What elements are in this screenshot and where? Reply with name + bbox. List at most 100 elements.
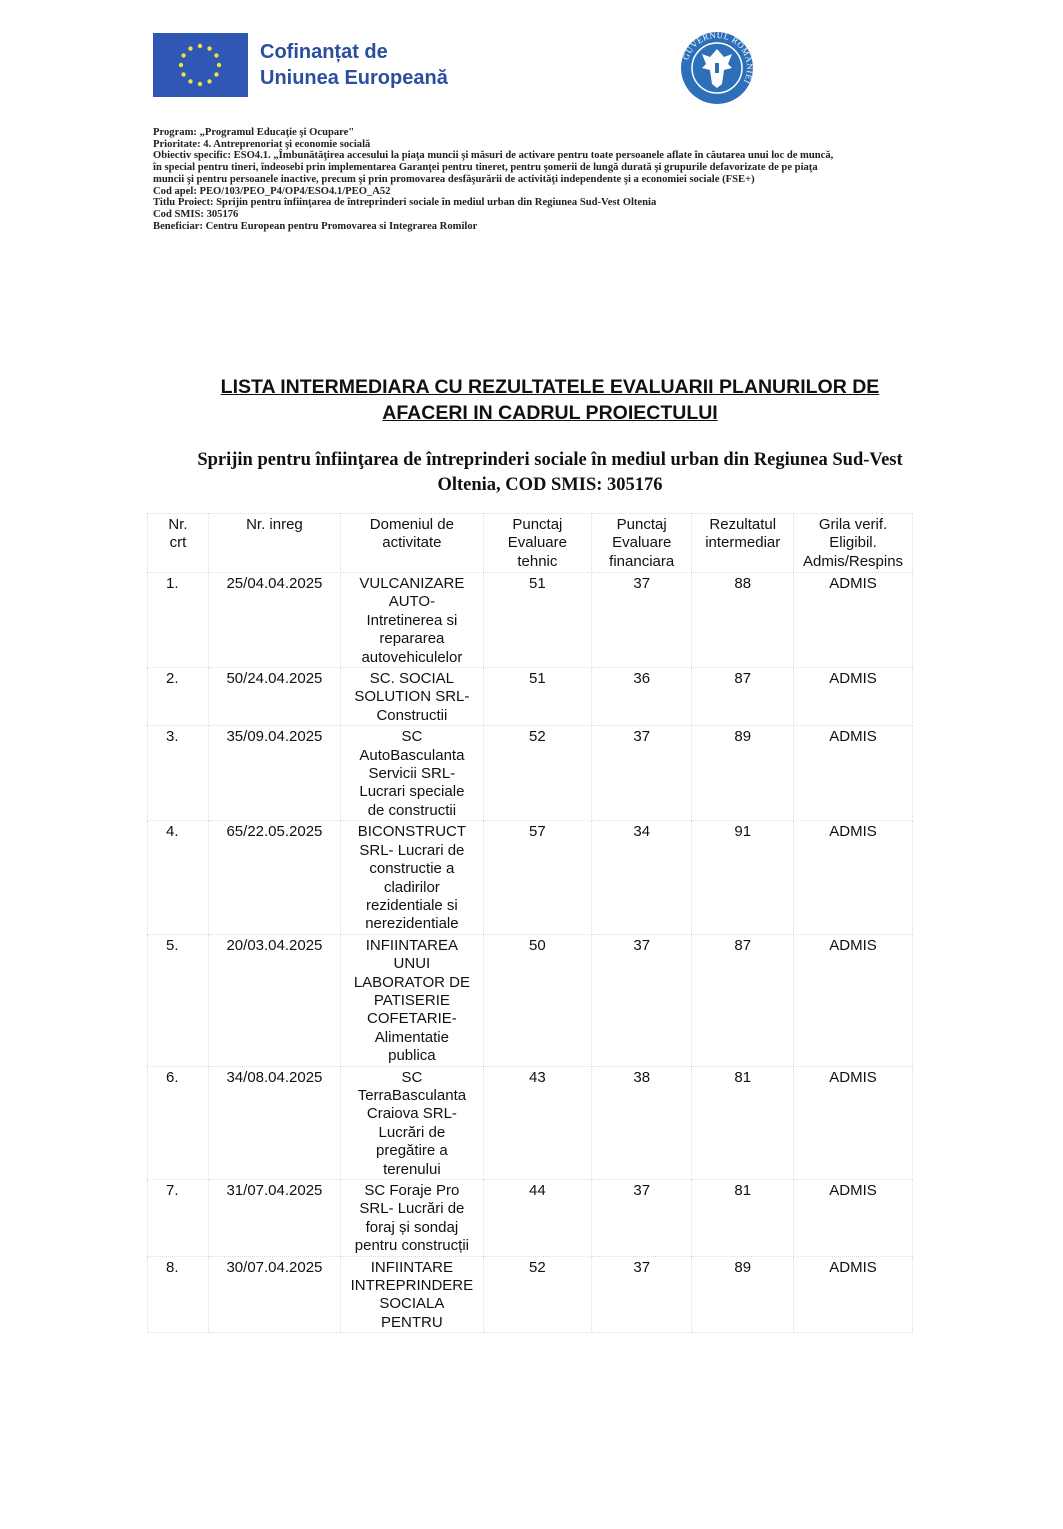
metadata-line: în special pentru tineri, îndeosebi prin… bbox=[153, 162, 818, 174]
cell-nr-crt: 3. bbox=[147, 725, 209, 822]
cell-nr-crt: 4. bbox=[147, 820, 209, 935]
cell-rezultat-intermediar: 81 bbox=[691, 1179, 795, 1257]
eu-text-line: Cofinanțat de bbox=[260, 41, 388, 63]
romanian-government-seal: GUVERNUL ROMÂNIEI bbox=[680, 30, 755, 105]
cell-domeniu-activitate: INFIINTARE INTREPRINDERE SOCIALA PENTRU bbox=[340, 1255, 484, 1334]
cell-nr-inreg: 35/09.04.2025 bbox=[207, 725, 342, 822]
cell-grila-eligibilitate: ADMIS bbox=[793, 571, 913, 669]
cell-domeniu-activitate: SC Foraje Pro SRL- Lucrări de foraj și s… bbox=[340, 1179, 484, 1257]
table-row: 2. 50/24.04.2025 SC. SOCIAL SOLUTION SRL- … bbox=[147, 667, 913, 727]
cell-nr-crt: 5. bbox=[147, 933, 209, 1067]
cell-punctaj-financiar: 37 bbox=[591, 571, 693, 669]
cell-nr-inreg: 34/08.04.2025 bbox=[207, 1065, 342, 1181]
cell-nr-crt: 2. bbox=[147, 667, 209, 727]
eu-stars-icon bbox=[178, 43, 222, 87]
table-row: 3. 35/09.04.2025 SC AutoBasculanta Servici… bbox=[147, 725, 913, 822]
eu-star-icon bbox=[197, 81, 203, 87]
cell-grila-eligibilitate: ADMIS bbox=[793, 1255, 913, 1334]
column-header-punctaj-tehnic: Punctaj Evaluare tehnic bbox=[482, 513, 593, 573]
document-subtitle: Sprijin pentru înfiinţarea de întreprind… bbox=[197, 450, 903, 495]
eu-star-icon bbox=[214, 53, 219, 58]
table-row: 6. 34/08.04.2025 SC TerraBasculanta Craiov… bbox=[147, 1065, 913, 1181]
eu-text-line: Uniunea Europeană bbox=[260, 67, 448, 89]
cell-punctaj-tehnic: 51 bbox=[482, 667, 593, 727]
cell-punctaj-tehnic: 50 bbox=[482, 933, 593, 1067]
metadata-line: muncii şi pentru persoanele inactive, pr… bbox=[153, 173, 755, 185]
cell-nr-inreg: 25/04.04.2025 bbox=[207, 571, 342, 669]
cell-grila-eligibilitate: ADMIS bbox=[793, 667, 913, 727]
cell-nr-crt: 8. bbox=[147, 1255, 209, 1334]
eu-star-icon bbox=[207, 46, 212, 51]
cell-punctaj-financiar: 37 bbox=[591, 725, 693, 822]
table-row: 8. 30/07.04.2025 INFIINTARE INTREPRINDERE … bbox=[147, 1255, 913, 1334]
cell-nr-inreg: 50/24.04.2025 bbox=[207, 667, 342, 727]
cell-grila-eligibilitate: ADMIS bbox=[793, 820, 913, 935]
cell-grila-eligibilitate: ADMIS bbox=[793, 725, 913, 822]
table-row: 5. 20/03.04.2025 INFIINTAREA UNUI LABORATO… bbox=[147, 933, 913, 1067]
cell-punctaj-financiar: 37 bbox=[591, 933, 693, 1067]
cell-nr-inreg: 31/07.04.2025 bbox=[207, 1179, 342, 1257]
table-row: 1. 25/04.04.2025 VULCANIZARE AUTO- Intreti… bbox=[147, 571, 913, 669]
cell-domeniu-activitate: INFIINTAREA UNUI LABORATOR DE PATISERIE … bbox=[340, 933, 484, 1067]
cell-nr-inreg: 65/22.05.2025 bbox=[207, 820, 342, 935]
cell-punctaj-tehnic: 52 bbox=[482, 725, 593, 822]
cell-rezultat-intermediar: 89 bbox=[691, 1255, 795, 1334]
column-header-nr-crt: Nr. crt bbox=[147, 513, 209, 573]
metadata-line: Beneficiar: Centru European pentru Promo… bbox=[153, 220, 478, 232]
eu-star-icon bbox=[181, 53, 186, 58]
cell-punctaj-financiar: 37 bbox=[591, 1179, 693, 1257]
cell-punctaj-tehnic: 43 bbox=[482, 1065, 593, 1181]
table-row: 7. 31/07.04.2025 SC Foraje Pro SRL- Lucrăr… bbox=[147, 1179, 913, 1257]
cell-domeniu-activitate: SC. SOCIAL SOLUTION SRL- Constructii bbox=[340, 667, 484, 727]
metadata-line: Titlu Proiect: Sprijin pentru înfiinţare… bbox=[153, 197, 657, 209]
column-header-rezultat-intermediar: Rezultatul intermediar bbox=[691, 513, 795, 573]
metadata-line: Program: „Programul Educaţie şi Ocupare" bbox=[153, 127, 355, 138]
cell-nr-crt: 1. bbox=[147, 571, 209, 669]
metadata-line: Obiectiv specific: ESO4.1. „Îmbunătăţire… bbox=[153, 150, 834, 162]
eu-star-icon bbox=[214, 72, 219, 77]
results-table: Nr. crt Nr. inreg Domeniul de activitate Pu… bbox=[147, 513, 913, 1334]
cell-nr-crt: 7. bbox=[147, 1179, 209, 1257]
cell-rezultat-intermediar: 87 bbox=[691, 667, 795, 727]
document-title: LISTA INTERMEDIARA CU REZULTATELE EVALUA… bbox=[220, 376, 880, 424]
column-header-domeniu-activitate: Domeniul de activitate bbox=[340, 513, 484, 573]
eu-star-icon bbox=[178, 62, 184, 68]
metadata-line: Cod SMIS: 305176 bbox=[153, 208, 239, 220]
eu-star-icon bbox=[188, 79, 193, 84]
cell-rezultat-intermediar: 88 bbox=[691, 571, 795, 669]
eu-star-icon bbox=[197, 43, 203, 49]
cell-punctaj-financiar: 37 bbox=[591, 1255, 693, 1334]
cell-domeniu-activitate: SC AutoBasculanta Servicii SRL- Lucrari … bbox=[340, 725, 484, 822]
eu-star-icon bbox=[188, 46, 193, 51]
cell-grila-eligibilitate: ADMIS bbox=[793, 1179, 913, 1257]
cell-nr-inreg: 30/07.04.2025 bbox=[207, 1255, 342, 1334]
cell-punctaj-financiar: 36 bbox=[591, 667, 693, 727]
eu-flag-logo bbox=[153, 33, 248, 97]
cell-domeniu-activitate: SC TerraBasculanta Craiova SRL- Lucrări … bbox=[340, 1065, 484, 1181]
cell-domeniu-activitate: VULCANIZARE AUTO- Intretinerea si repara… bbox=[340, 571, 484, 669]
cell-rezultat-intermediar: 87 bbox=[691, 933, 795, 1067]
cell-punctaj-tehnic: 52 bbox=[482, 1255, 593, 1334]
cell-rezultat-intermediar: 89 bbox=[691, 725, 795, 822]
cell-punctaj-tehnic: 44 bbox=[482, 1179, 593, 1257]
cell-punctaj-financiar: 38 bbox=[591, 1065, 693, 1181]
eu-star-icon bbox=[216, 62, 222, 68]
cell-domeniu-activitate: BICONSTRUCT SRL- Lucrari de constructie … bbox=[340, 820, 484, 935]
cell-rezultat-intermediar: 91 bbox=[691, 820, 795, 935]
cell-punctaj-tehnic: 51 bbox=[482, 571, 593, 669]
cell-grila-eligibilitate: ADMIS bbox=[793, 933, 913, 1067]
cell-punctaj-financiar: 34 bbox=[591, 820, 693, 935]
table-row: 4. 65/22.05.2025 BICONSTRUCT SRL- Lucrari … bbox=[147, 820, 913, 935]
metadata-line: Cod apel: PEO/103/PEO_P4/OP4/ESO4.1/PEO_… bbox=[153, 185, 391, 197]
cell-grila-eligibilitate: ADMIS bbox=[793, 1065, 913, 1181]
column-header-grila-eligibilitate: Grila verif. Eligibil. Admis/Respins bbox=[793, 513, 913, 573]
eu-cofinancing-text: Cofinanțat de Uniunea Europeană bbox=[260, 39, 448, 91]
column-header-nr-inreg: Nr. inreg bbox=[207, 513, 342, 573]
metadata-line: Prioritate: 4. Antreprenoriat şi economi… bbox=[153, 138, 371, 150]
cell-nr-crt: 6. bbox=[147, 1065, 209, 1181]
eu-star-icon bbox=[207, 79, 212, 84]
cell-rezultat-intermediar: 81 bbox=[691, 1065, 795, 1181]
cell-nr-inreg: 20/03.04.2025 bbox=[207, 933, 342, 1067]
cell-punctaj-tehnic: 57 bbox=[482, 820, 593, 935]
project-metadata: Program: „Programul Educaţie şi Ocupare"… bbox=[153, 127, 963, 232]
